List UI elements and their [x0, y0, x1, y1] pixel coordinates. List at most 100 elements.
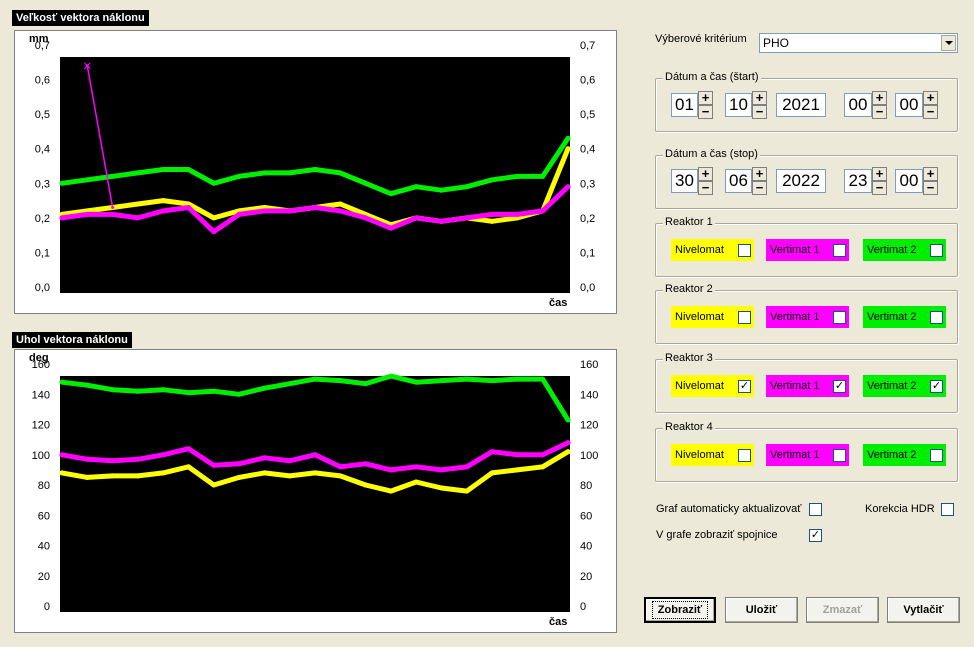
series-point-1 — [565, 146, 571, 152]
y-tick-label-right: 80 — [580, 480, 592, 492]
reaktor-1-nivelomat-option[interactable]: Nivelomat — [671, 239, 754, 261]
series-point-2 — [565, 449, 571, 455]
stop-minute-spinner[interactable]: + − — [923, 167, 938, 195]
plot-area — [60, 57, 570, 293]
stop-day-field[interactable]: 30 — [671, 169, 698, 193]
minus-icon[interactable]: − — [698, 181, 713, 195]
reaktor-2-vertimat2-option[interactable]: Vertimat 2 — [863, 306, 946, 328]
stop-minute-field[interactable]: 00 — [895, 169, 923, 193]
auto-update-checkbox[interactable] — [809, 503, 822, 516]
series-point-0 — [287, 381, 293, 387]
x-axis-label: čas — [549, 616, 567, 628]
y-tick-label: 0,2 — [35, 213, 50, 225]
chevron-down-icon[interactable] — [941, 35, 956, 51]
hdr-correction-checkbox[interactable] — [941, 503, 954, 516]
stop-hour-field[interactable]: 23 — [844, 169, 872, 193]
reaktor-2-nivelomat-option[interactable]: Nivelomat — [671, 306, 754, 328]
reaktor-2-vertimat2-checkbox[interactable] — [930, 311, 943, 324]
reaktor-2-vertimat1-checkbox[interactable] — [833, 311, 846, 324]
minus-icon[interactable]: − — [872, 105, 887, 119]
stop-hour-spinner[interactable]: + − — [872, 167, 887, 195]
reaktor-2-vertimat1-option[interactable]: Vertimat 1 — [766, 306, 849, 328]
plus-icon[interactable]: + — [698, 91, 713, 105]
minus-icon[interactable]: − — [698, 105, 713, 119]
series-point-0 — [363, 381, 369, 387]
reaktor-4-vertimat1-option[interactable]: Vertimat 1 — [766, 444, 849, 466]
start-year-field[interactable]: 2021 — [776, 93, 826, 117]
minus-icon[interactable]: − — [752, 181, 767, 195]
plus-icon[interactable]: + — [872, 167, 887, 181]
reaktor-3-vertimat2-label: Vertimat 2 — [867, 380, 917, 392]
save-button-label: Uložiť — [745, 604, 778, 616]
reaktor-4-vertimat2-option[interactable]: Vertimat 2 — [863, 444, 946, 466]
series-point-1 — [211, 215, 217, 221]
reaktor-1-vertimat2-checkbox[interactable] — [930, 244, 943, 257]
reaktor-4-vertimat1-checkbox[interactable] — [833, 449, 846, 462]
reaktor-2-nivelomat-checkbox[interactable] — [738, 311, 751, 324]
reaktor-1-group: Reaktor 1 — [655, 216, 958, 277]
save-button[interactable]: Uložiť — [725, 597, 798, 623]
show-button[interactable]: Zobraziť — [644, 597, 716, 623]
reaktor-1-vertimat1-checkbox[interactable] — [833, 244, 846, 257]
delete-button[interactable]: Zmazať — [806, 597, 879, 623]
start-month-spinner[interactable]: + − — [752, 91, 767, 119]
reaktor-1-vertimat2-option[interactable]: Vertimat 2 — [863, 239, 946, 261]
plus-icon[interactable]: + — [752, 91, 767, 105]
series-point-2 — [236, 211, 242, 217]
plus-icon[interactable]: + — [923, 91, 938, 105]
start-hour-field[interactable]: 00 — [844, 93, 872, 117]
show-connectors-checkbox[interactable]: ✓ — [809, 529, 822, 542]
series-point-0 — [489, 177, 495, 183]
reaktor-3-nivelomat-checkbox[interactable]: ✓ — [738, 380, 751, 393]
start-month-field[interactable]: 10 — [725, 93, 752, 117]
reaktor-4-vertimat2-checkbox[interactable] — [930, 449, 943, 462]
reaktor-1-nivelomat-checkbox[interactable] — [738, 244, 751, 257]
series-point-0 — [312, 166, 318, 172]
reaktor-3-vertimat1-checkbox[interactable]: ✓ — [833, 380, 846, 393]
y-tick-label-right: 0,3 — [580, 178, 595, 190]
series-point-0 — [540, 376, 546, 382]
stop-month-spinner[interactable]: + − — [752, 167, 767, 195]
criterion-select[interactable]: PHO — [759, 33, 958, 53]
stop-month-field[interactable]: 06 — [725, 169, 752, 193]
series-point-2 — [439, 218, 444, 224]
reaktor-1-vertimat2-label: Vertimat 2 — [867, 244, 917, 256]
plus-icon[interactable]: + — [752, 167, 767, 181]
series-point-2 — [160, 208, 166, 214]
minus-icon[interactable]: − — [872, 181, 887, 195]
start-hour-spinner[interactable]: + − — [872, 91, 887, 119]
plot-area — [60, 376, 570, 612]
stop-day-spinner[interactable]: + − — [698, 167, 713, 195]
reaktor-3-vertimat2-option[interactable]: Vertimat 2 — [863, 375, 946, 397]
minus-icon[interactable]: − — [752, 105, 767, 119]
plus-icon[interactable]: + — [872, 91, 887, 105]
series-point-2 — [514, 211, 520, 217]
reaktor-3-nivelomat-option[interactable]: Nivelomat — [671, 375, 754, 397]
hdr-correction-label: Korekcia HDR — [865, 503, 935, 515]
plus-icon[interactable]: + — [698, 167, 713, 181]
series-point-1 — [312, 452, 318, 458]
series-point-1 — [413, 464, 419, 470]
series-point-2 — [261, 470, 267, 476]
reaktor-1-vertimat1-option[interactable]: Vertimat 1 — [766, 239, 849, 261]
reaktor-3-vertimat1-option[interactable]: Vertimat 1 — [766, 375, 849, 397]
start-day-field[interactable]: 01 — [671, 93, 698, 117]
series-point-1 — [84, 456, 90, 462]
reaktor-4-nivelomat-checkbox[interactable] — [738, 449, 751, 462]
start-day-spinner[interactable]: + − — [698, 91, 713, 119]
start-minute-field[interactable]: 00 — [895, 93, 923, 117]
print-button[interactable]: Vytlačiť — [887, 597, 960, 623]
criterion-label: Výberové kritérium — [655, 33, 747, 45]
series-point-0 — [312, 376, 318, 382]
plus-icon[interactable]: + — [923, 167, 938, 181]
series-point-1 — [211, 462, 217, 468]
series-point-0 — [261, 385, 267, 391]
minus-icon[interactable]: − — [923, 105, 938, 119]
reaktor-3-vertimat2-checkbox[interactable]: ✓ — [930, 380, 943, 393]
minus-icon[interactable]: − — [923, 181, 938, 195]
stop-year-field[interactable]: 2022 — [776, 169, 826, 193]
reaktor-4-nivelomat-option[interactable]: Nivelomat — [671, 444, 754, 466]
reaktor-2-group: Reaktor 2 — [655, 283, 958, 344]
start-minute-spinner[interactable]: + − — [923, 91, 938, 119]
series-point-2 — [110, 211, 116, 217]
